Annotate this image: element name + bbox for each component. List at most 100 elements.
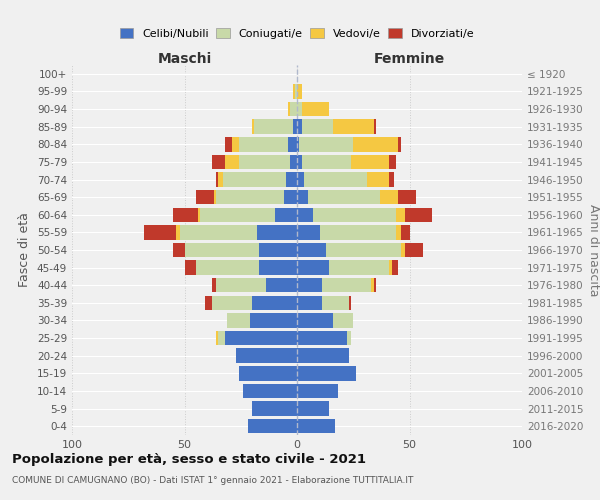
Bar xyxy=(293,120,297,134)
Bar xyxy=(367,172,389,186)
Bar xyxy=(308,190,380,204)
Bar xyxy=(257,225,297,240)
Bar xyxy=(290,102,297,117)
Y-axis label: Anni di nascita: Anni di nascita xyxy=(587,204,600,296)
Bar xyxy=(398,137,401,152)
Bar xyxy=(371,278,373,292)
Bar xyxy=(259,260,297,275)
Bar xyxy=(349,296,351,310)
Bar xyxy=(297,278,322,292)
Bar xyxy=(297,331,347,345)
Legend: Celibi/Nubili, Coniugati/e, Vedovi/e, Divorziati/e: Celibi/Nubili, Coniugati/e, Vedovi/e, Di… xyxy=(118,26,476,42)
Bar xyxy=(297,120,302,134)
Bar xyxy=(313,208,396,222)
Text: Femmine: Femmine xyxy=(374,52,445,66)
Bar xyxy=(302,102,329,117)
Bar xyxy=(252,120,254,134)
Bar xyxy=(185,260,196,275)
Bar xyxy=(290,154,297,169)
Text: Maschi: Maschi xyxy=(157,52,212,66)
Bar xyxy=(243,384,297,398)
Bar xyxy=(373,120,376,134)
Bar xyxy=(347,331,351,345)
Bar xyxy=(389,260,392,275)
Bar xyxy=(218,331,225,345)
Bar xyxy=(180,225,257,240)
Bar xyxy=(398,190,416,204)
Bar xyxy=(227,314,250,328)
Bar xyxy=(239,154,290,169)
Bar xyxy=(286,172,297,186)
Bar xyxy=(380,190,398,204)
Text: Popolazione per età, sesso e stato civile - 2021: Popolazione per età, sesso e stato civil… xyxy=(12,452,366,466)
Bar xyxy=(239,137,288,152)
Bar xyxy=(216,278,265,292)
Bar xyxy=(326,243,401,257)
Bar xyxy=(405,243,423,257)
Bar xyxy=(297,190,308,204)
Bar xyxy=(288,102,290,117)
Bar xyxy=(225,137,232,152)
Bar xyxy=(216,331,218,345)
Bar xyxy=(297,208,313,222)
Bar xyxy=(216,190,284,204)
Bar xyxy=(304,172,367,186)
Bar xyxy=(173,208,198,222)
Bar xyxy=(329,260,389,275)
Bar xyxy=(322,278,371,292)
Bar xyxy=(297,296,322,310)
Bar xyxy=(299,137,353,152)
Bar xyxy=(173,243,185,257)
Bar xyxy=(236,348,297,363)
Bar xyxy=(297,260,329,275)
Bar xyxy=(212,296,252,310)
Y-axis label: Fasce di età: Fasce di età xyxy=(19,212,31,288)
Bar xyxy=(320,225,396,240)
Bar xyxy=(302,154,351,169)
Bar xyxy=(232,137,239,152)
Bar xyxy=(297,172,304,186)
Bar xyxy=(275,208,297,222)
Bar xyxy=(297,243,326,257)
Bar xyxy=(144,225,176,240)
Bar xyxy=(225,331,297,345)
Bar xyxy=(288,137,297,152)
Bar xyxy=(218,172,223,186)
Bar xyxy=(185,243,259,257)
Bar xyxy=(297,137,299,152)
Bar xyxy=(302,120,333,134)
Bar xyxy=(396,208,405,222)
Bar xyxy=(196,260,259,275)
Bar xyxy=(392,260,398,275)
Bar xyxy=(284,190,297,204)
Bar xyxy=(297,419,335,434)
Bar xyxy=(351,154,389,169)
Bar xyxy=(297,402,329,416)
Bar xyxy=(176,225,180,240)
Bar xyxy=(200,208,275,222)
Bar xyxy=(297,348,349,363)
Bar xyxy=(389,172,394,186)
Bar xyxy=(239,366,297,380)
Bar xyxy=(401,243,405,257)
Bar xyxy=(214,190,216,204)
Bar xyxy=(373,278,376,292)
Bar xyxy=(212,278,216,292)
Bar xyxy=(225,154,239,169)
Bar xyxy=(254,120,293,134)
Bar xyxy=(333,120,373,134)
Bar xyxy=(216,172,218,186)
Bar xyxy=(252,296,297,310)
Bar xyxy=(259,243,297,257)
Bar xyxy=(297,154,302,169)
Bar xyxy=(297,366,355,380)
Bar xyxy=(297,84,302,98)
Bar xyxy=(265,278,297,292)
Bar xyxy=(389,154,396,169)
Bar xyxy=(212,154,225,169)
Bar xyxy=(223,172,286,186)
Bar xyxy=(333,314,353,328)
Bar xyxy=(353,137,398,152)
Bar xyxy=(297,384,337,398)
Bar xyxy=(205,296,212,310)
